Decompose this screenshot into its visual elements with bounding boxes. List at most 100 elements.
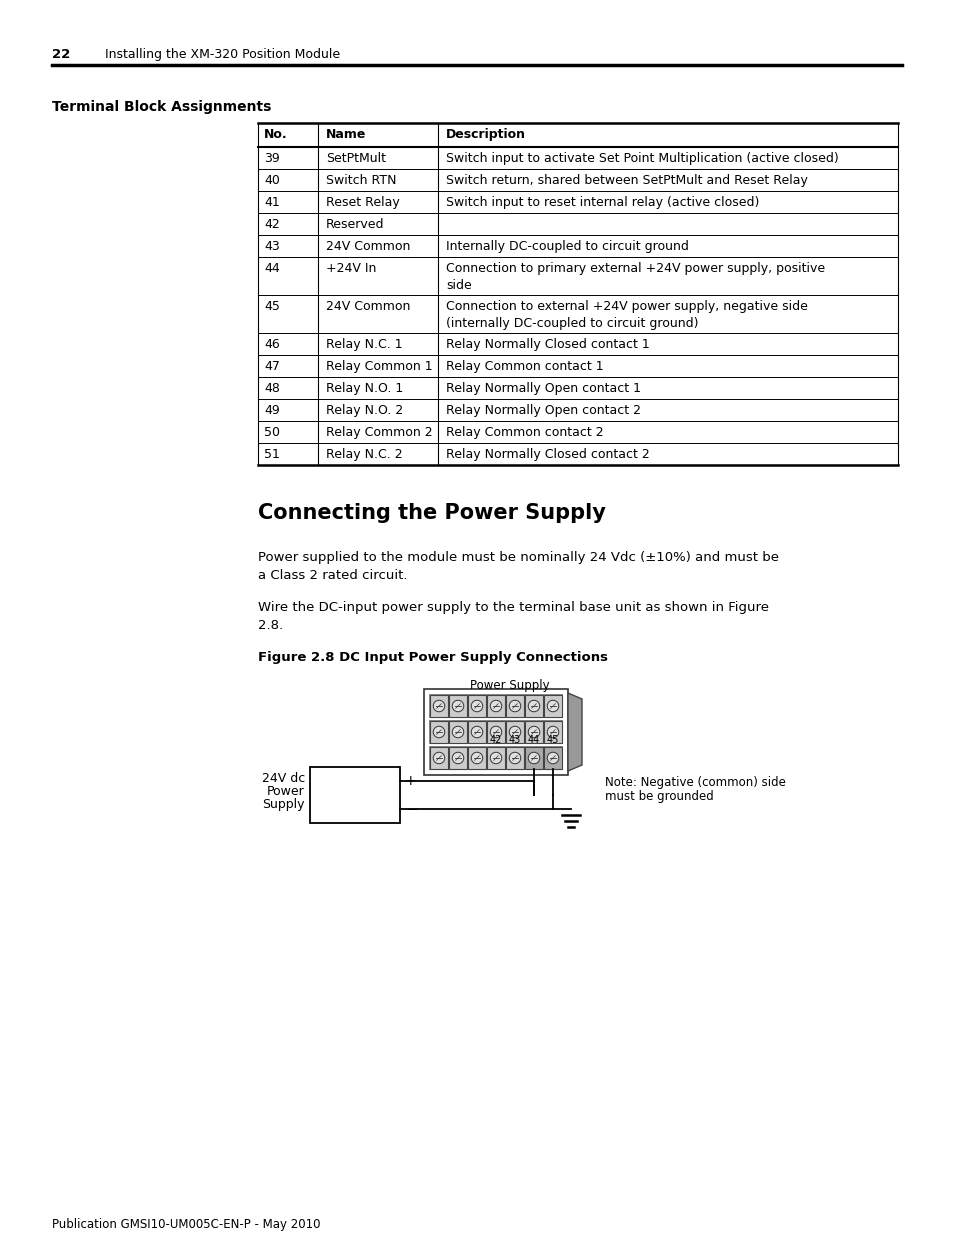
Bar — [468, 747, 485, 769]
Text: 50: 50 — [264, 426, 280, 438]
Bar — [524, 721, 542, 743]
Bar — [468, 721, 485, 743]
Text: No.: No. — [264, 128, 287, 141]
Circle shape — [528, 752, 539, 763]
Circle shape — [433, 700, 444, 711]
Circle shape — [433, 726, 444, 737]
Text: Switch input to activate Set Point Multiplication (active closed): Switch input to activate Set Point Multi… — [446, 152, 838, 165]
Text: Relay Common 2: Relay Common 2 — [326, 426, 432, 438]
Bar — [449, 747, 467, 769]
Circle shape — [452, 700, 463, 711]
Text: 43: 43 — [508, 735, 520, 745]
Text: Name: Name — [326, 128, 366, 141]
Bar — [429, 694, 562, 718]
Circle shape — [490, 752, 501, 763]
Text: 45: 45 — [264, 300, 279, 312]
Text: Relay Normally Closed contact 1: Relay Normally Closed contact 1 — [446, 338, 649, 351]
Bar — [524, 695, 542, 718]
Text: Wire the DC-input power supply to the terminal base unit as shown in Figure
2.8.: Wire the DC-input power supply to the te… — [257, 601, 768, 632]
Text: 40: 40 — [264, 174, 279, 186]
Bar — [505, 695, 523, 718]
Bar — [505, 721, 523, 743]
Text: Connection to external +24V power supply, negative side
(internally DC-coupled t: Connection to external +24V power supply… — [446, 300, 807, 330]
Circle shape — [471, 726, 482, 737]
Text: Power: Power — [267, 785, 305, 798]
Text: Relay N.O. 2: Relay N.O. 2 — [326, 404, 403, 417]
Text: 39: 39 — [264, 152, 279, 165]
Text: +: + — [405, 774, 416, 788]
Bar — [543, 721, 561, 743]
Bar — [429, 746, 562, 769]
Text: Publication GMSI10-UM005C-EN-P - May 2010: Publication GMSI10-UM005C-EN-P - May 201… — [52, 1218, 320, 1231]
Text: 24V Common: 24V Common — [326, 300, 410, 312]
Text: Switch RTN: Switch RTN — [326, 174, 396, 186]
Text: 48: 48 — [264, 382, 279, 395]
Text: 49: 49 — [264, 404, 279, 417]
Bar — [449, 695, 467, 718]
Text: must be grounded: must be grounded — [604, 790, 713, 803]
Circle shape — [471, 752, 482, 763]
Text: Figure 2.8 DC Input Power Supply Connections: Figure 2.8 DC Input Power Supply Connect… — [257, 651, 607, 664]
Bar — [429, 720, 562, 743]
Text: Relay Normally Closed contact 2: Relay Normally Closed contact 2 — [446, 448, 649, 461]
Bar — [543, 747, 561, 769]
Text: 45: 45 — [546, 735, 558, 745]
Bar — [486, 721, 504, 743]
Text: Installing the XM-320 Position Module: Installing the XM-320 Position Module — [105, 48, 340, 61]
Text: 47: 47 — [264, 359, 279, 373]
Text: Relay Common contact 1: Relay Common contact 1 — [446, 359, 603, 373]
Text: Switch input to reset internal relay (active closed): Switch input to reset internal relay (ac… — [446, 196, 759, 209]
Text: Note: Negative (common) side: Note: Negative (common) side — [604, 776, 785, 789]
Text: Reset Relay: Reset Relay — [326, 196, 399, 209]
Bar — [430, 721, 448, 743]
Text: 42: 42 — [264, 219, 279, 231]
Text: Connecting the Power Supply: Connecting the Power Supply — [257, 503, 605, 522]
Circle shape — [433, 752, 444, 763]
Text: 24V dc: 24V dc — [261, 772, 305, 785]
Circle shape — [471, 700, 482, 711]
Bar — [505, 747, 523, 769]
Circle shape — [452, 752, 463, 763]
Circle shape — [547, 700, 558, 711]
Text: Relay Normally Open contact 2: Relay Normally Open contact 2 — [446, 404, 640, 417]
Text: Power supplied to the module must be nominally 24 Vdc (±10%) and must be
a Class: Power supplied to the module must be nom… — [257, 551, 779, 582]
Text: 43: 43 — [264, 240, 279, 253]
Text: 44: 44 — [264, 262, 279, 275]
Circle shape — [528, 700, 539, 711]
Circle shape — [509, 700, 520, 711]
Text: 44: 44 — [527, 735, 539, 745]
Circle shape — [509, 726, 520, 737]
Circle shape — [528, 726, 539, 737]
Circle shape — [490, 700, 501, 711]
Text: 24V Common: 24V Common — [326, 240, 410, 253]
Text: 22: 22 — [52, 48, 71, 61]
Text: Supply: Supply — [262, 798, 305, 811]
Text: Description: Description — [446, 128, 525, 141]
Bar — [423, 689, 567, 776]
Bar — [486, 695, 504, 718]
Text: Connection to primary external +24V power supply, positive
side: Connection to primary external +24V powe… — [446, 262, 824, 291]
Text: −: − — [405, 802, 417, 816]
Text: SetPtMult: SetPtMult — [326, 152, 386, 165]
Text: Relay N.C. 2: Relay N.C. 2 — [326, 448, 402, 461]
Text: Terminal Block Assignments: Terminal Block Assignments — [52, 100, 271, 114]
Polygon shape — [567, 693, 581, 771]
Circle shape — [547, 752, 558, 763]
Circle shape — [547, 726, 558, 737]
Circle shape — [509, 752, 520, 763]
Text: 41: 41 — [264, 196, 279, 209]
Text: Relay N.C. 1: Relay N.C. 1 — [326, 338, 402, 351]
Text: Internally DC-coupled to circuit ground: Internally DC-coupled to circuit ground — [446, 240, 688, 253]
Bar — [310, 767, 399, 823]
Text: 42: 42 — [489, 735, 501, 745]
Bar — [543, 695, 561, 718]
Bar — [524, 747, 542, 769]
Bar — [430, 695, 448, 718]
Text: Reserved: Reserved — [326, 219, 384, 231]
Text: 51: 51 — [264, 448, 279, 461]
Text: Switch return, shared between SetPtMult and Reset Relay: Switch return, shared between SetPtMult … — [446, 174, 807, 186]
Circle shape — [452, 726, 463, 737]
Text: Relay Common 1: Relay Common 1 — [326, 359, 432, 373]
Bar — [486, 747, 504, 769]
Text: 46: 46 — [264, 338, 279, 351]
